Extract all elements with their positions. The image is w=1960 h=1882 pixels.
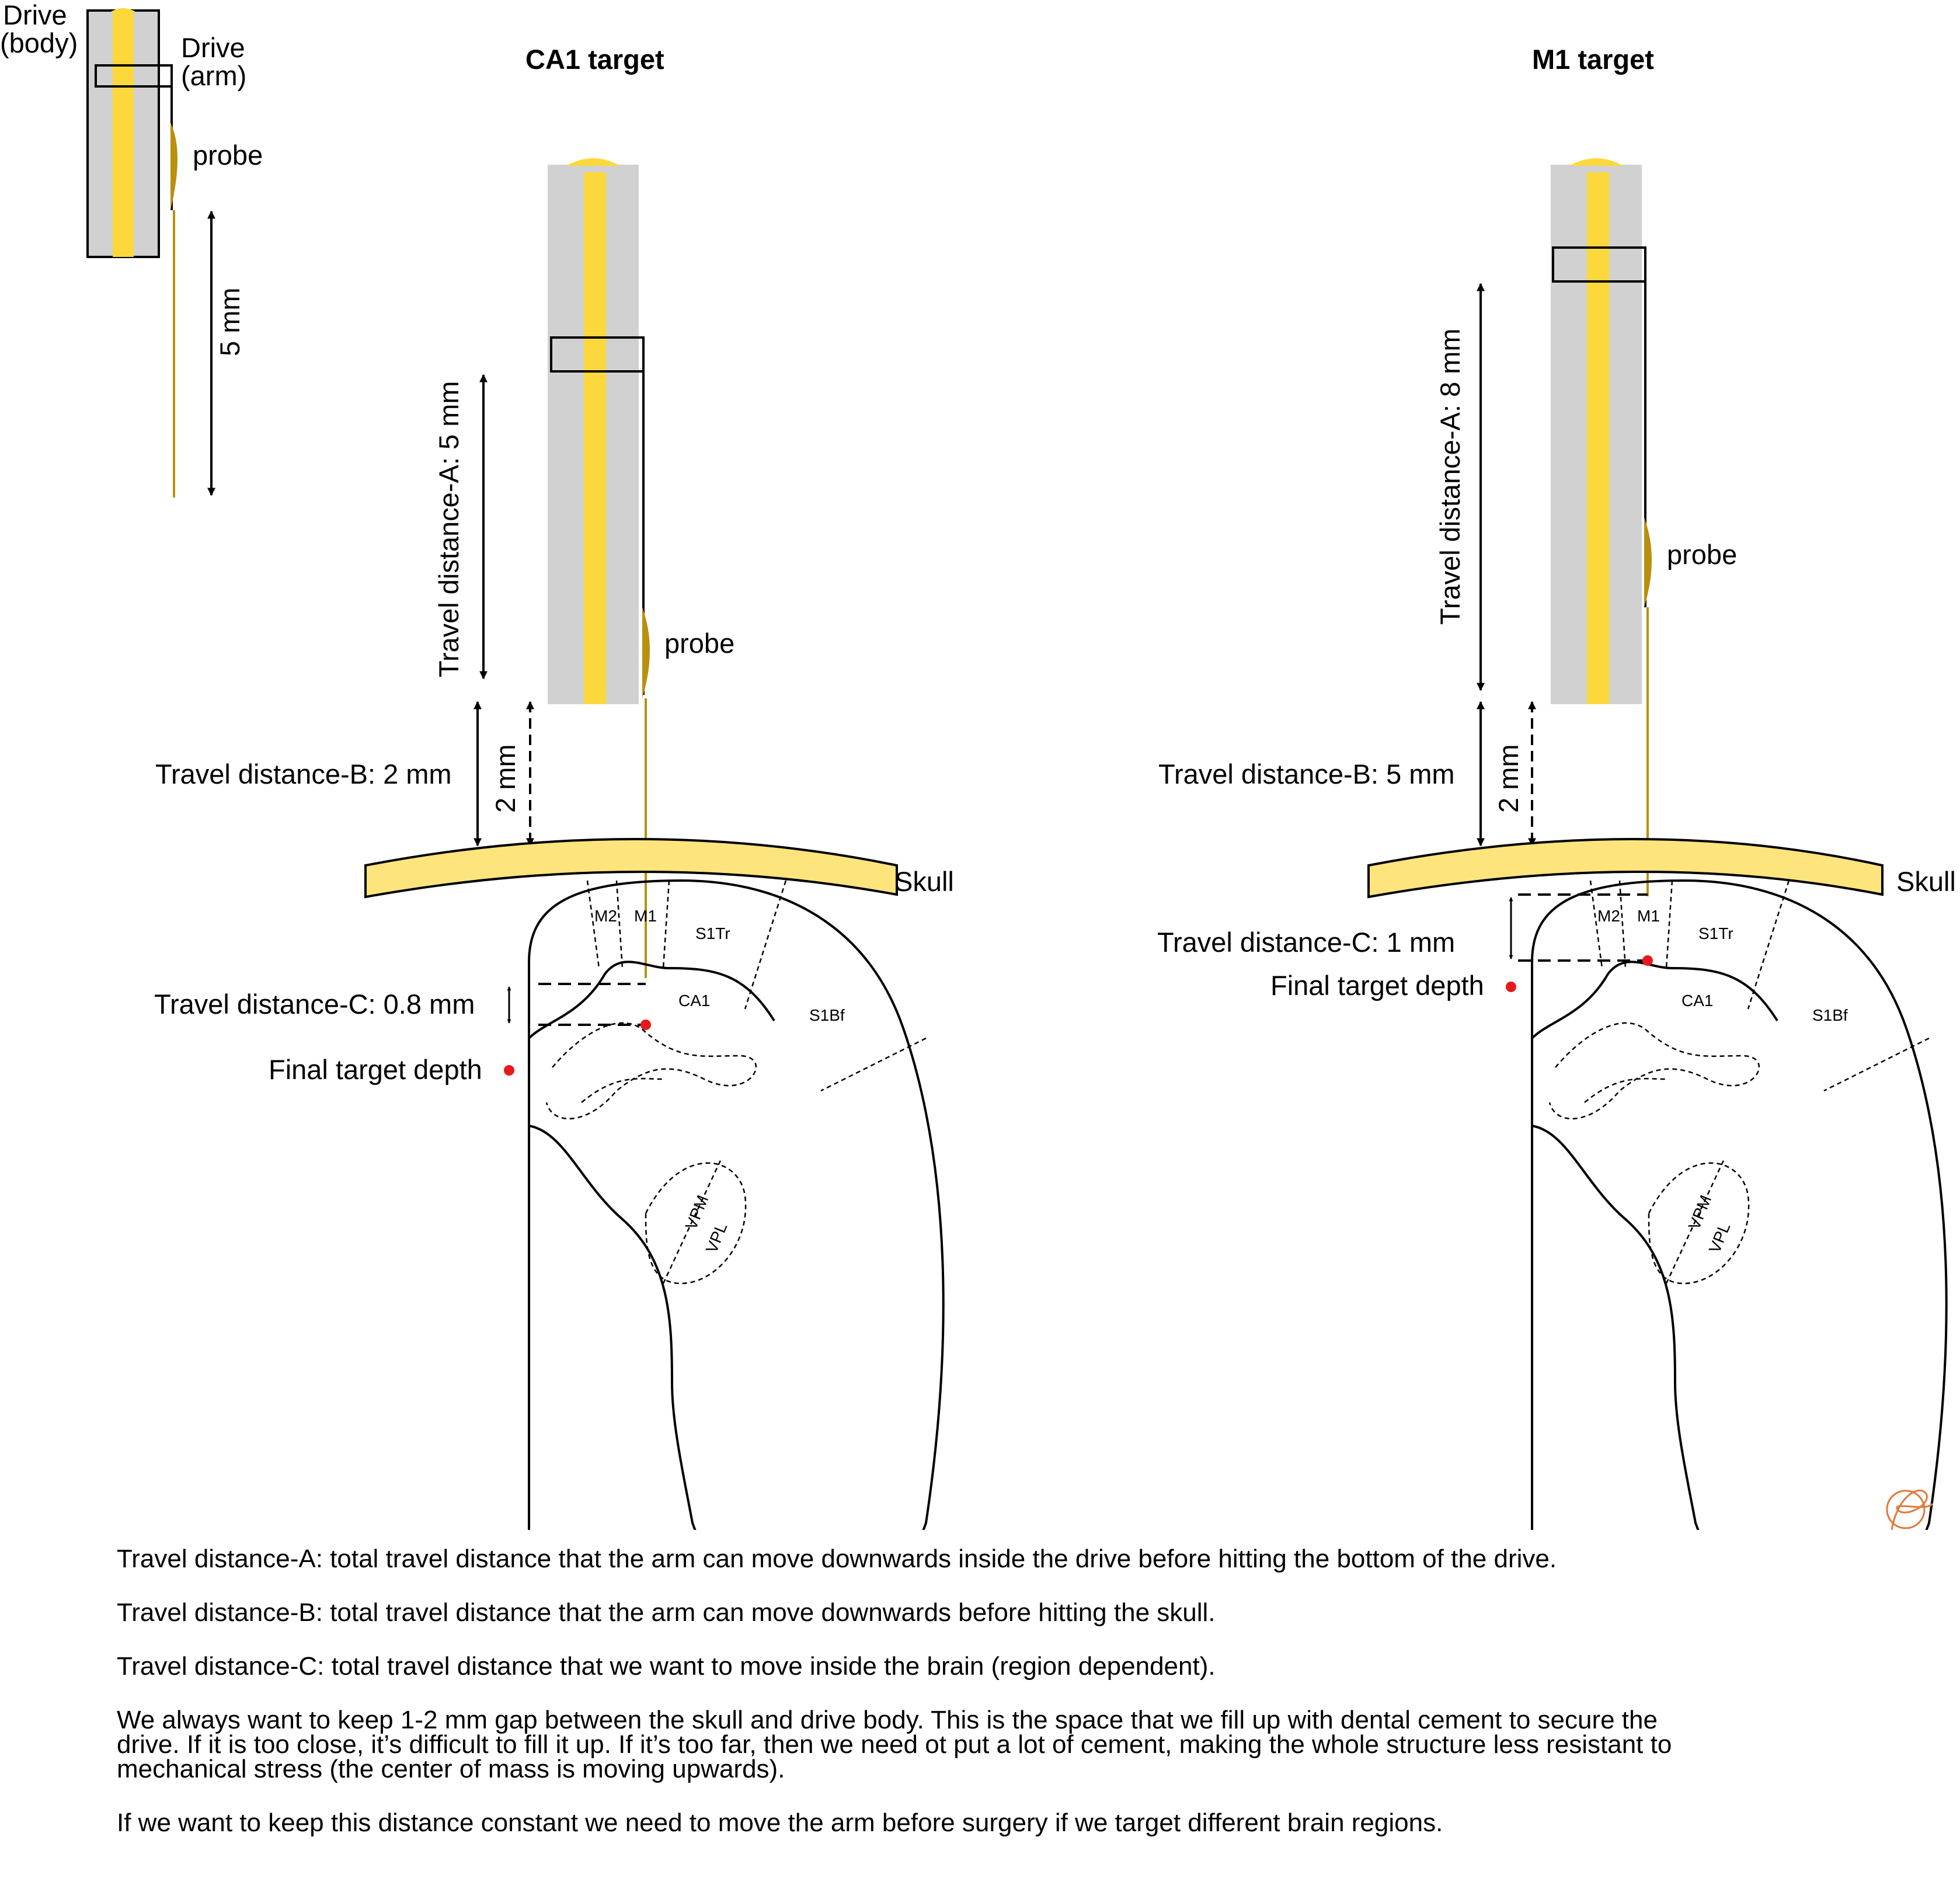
gap-label: 2 mm (1493, 745, 1524, 813)
signature (1886, 1490, 1934, 1530)
skull (1367, 838, 1884, 899)
region-vpl: VPL (1705, 1220, 1734, 1256)
panel-title: M1 target (1532, 44, 1654, 75)
probe-shape (1644, 517, 1652, 607)
drive-arm (1552, 246, 1646, 283)
final-target-label: Final target depth (269, 1054, 482, 1085)
drive-legend: Drive (body) Drive (arm) probe 5 mm (0, 0, 263, 498)
drive-body-label-1: Drive (3, 0, 67, 30)
brain-section: M2 M1 S1Tr S1Bf CA1 VPM VPL (1531, 879, 1948, 1530)
implant-diagram: Drive (body) Drive (arm) probe 5 mm CA1 … (0, 0, 1956, 1530)
note-constant-distance: If we want to keep this distance constan… (117, 1808, 1443, 1837)
region-m1: M1 (1637, 907, 1660, 925)
travel-a-label: Travel distance-A: 5 mm (433, 381, 464, 677)
travel-b-label: Travel distance-B: 2 mm (155, 759, 452, 789)
region-s1bf: S1Bf (809, 1006, 845, 1024)
region-ca1: CA1 (678, 992, 710, 1010)
drive-arm (550, 336, 645, 373)
region-vpm: VPM (1685, 1192, 1715, 1232)
final-target-label: Final target depth (1270, 970, 1484, 1001)
drive-rail (1587, 172, 1609, 704)
drive-rail (584, 172, 606, 704)
skull-label: Skull (1896, 866, 1956, 897)
region-ca1: CA1 (1682, 992, 1713, 1010)
legend-probe-label: probe (193, 140, 263, 171)
region-vpl: VPL (702, 1220, 731, 1256)
region-m2: M2 (1597, 907, 1620, 925)
target-dot (640, 1020, 651, 1030)
length-label: 5 mm (214, 288, 245, 357)
panel-m1: M1 target probe Travel distance-A: 8 mm … (1157, 44, 1956, 1530)
drive-arm (95, 64, 173, 88)
probe-shape (170, 123, 177, 210)
gap-label: 2 mm (490, 745, 521, 813)
drive-body-label-2: (body) (0, 27, 78, 58)
travel-b-label: Travel distance-B: 5 mm (1158, 759, 1455, 789)
note-travel-a: Travel distance-A: total travel distance… (117, 1544, 1557, 1573)
drive-arm-label-2: (arm) (181, 60, 246, 91)
target-dot (1642, 955, 1653, 966)
probe-label: probe (1667, 539, 1737, 570)
probe-label: probe (664, 628, 734, 659)
brain-section: M2 M1 S1Tr S1Bf CA1 VPM VPL (528, 879, 945, 1530)
region-s1tr: S1Tr (1698, 924, 1733, 942)
note-travel-b: Travel distance-B: total travel distance… (117, 1598, 1216, 1627)
note-gap-line-2: drive. If it is too close, it’s difficul… (117, 1730, 1672, 1759)
screw-head (111, 8, 135, 12)
note-gap-line-3: mechanical stress (the center of mass is… (117, 1755, 785, 1783)
skull-label: Skull (894, 866, 954, 897)
screw-head (1569, 158, 1623, 166)
travel-c-label: Travel distance-C: 0.8 mm (154, 989, 475, 1020)
note-gap-line-1: We always want to keep 1-2 mm gap betwee… (117, 1706, 1658, 1734)
region-m1: M1 (634, 907, 657, 925)
probe-shape (642, 607, 650, 698)
region-vpm: VPM (682, 1192, 712, 1232)
final-target-marker (1506, 982, 1516, 992)
region-s1bf: S1Bf (1812, 1006, 1848, 1024)
travel-c-label: Travel distance-C: 1 mm (1157, 927, 1455, 958)
panel-ca1: CA1 target probe Travel distance-A: 5 mm… (154, 44, 954, 1530)
panel-title: CA1 target (525, 44, 664, 75)
travel-a-label: Travel distance-A: 8 mm (1435, 328, 1465, 625)
drive-arm-label-1: Drive (181, 32, 245, 63)
region-s1tr: S1Tr (695, 924, 730, 942)
skull (364, 838, 898, 899)
drive-rail (113, 11, 134, 257)
note-travel-c: Travel distance-C: total travel distance… (117, 1652, 1216, 1681)
region-m2: M2 (594, 907, 617, 925)
screw-head (566, 158, 620, 166)
final-target-marker (504, 1065, 514, 1076)
